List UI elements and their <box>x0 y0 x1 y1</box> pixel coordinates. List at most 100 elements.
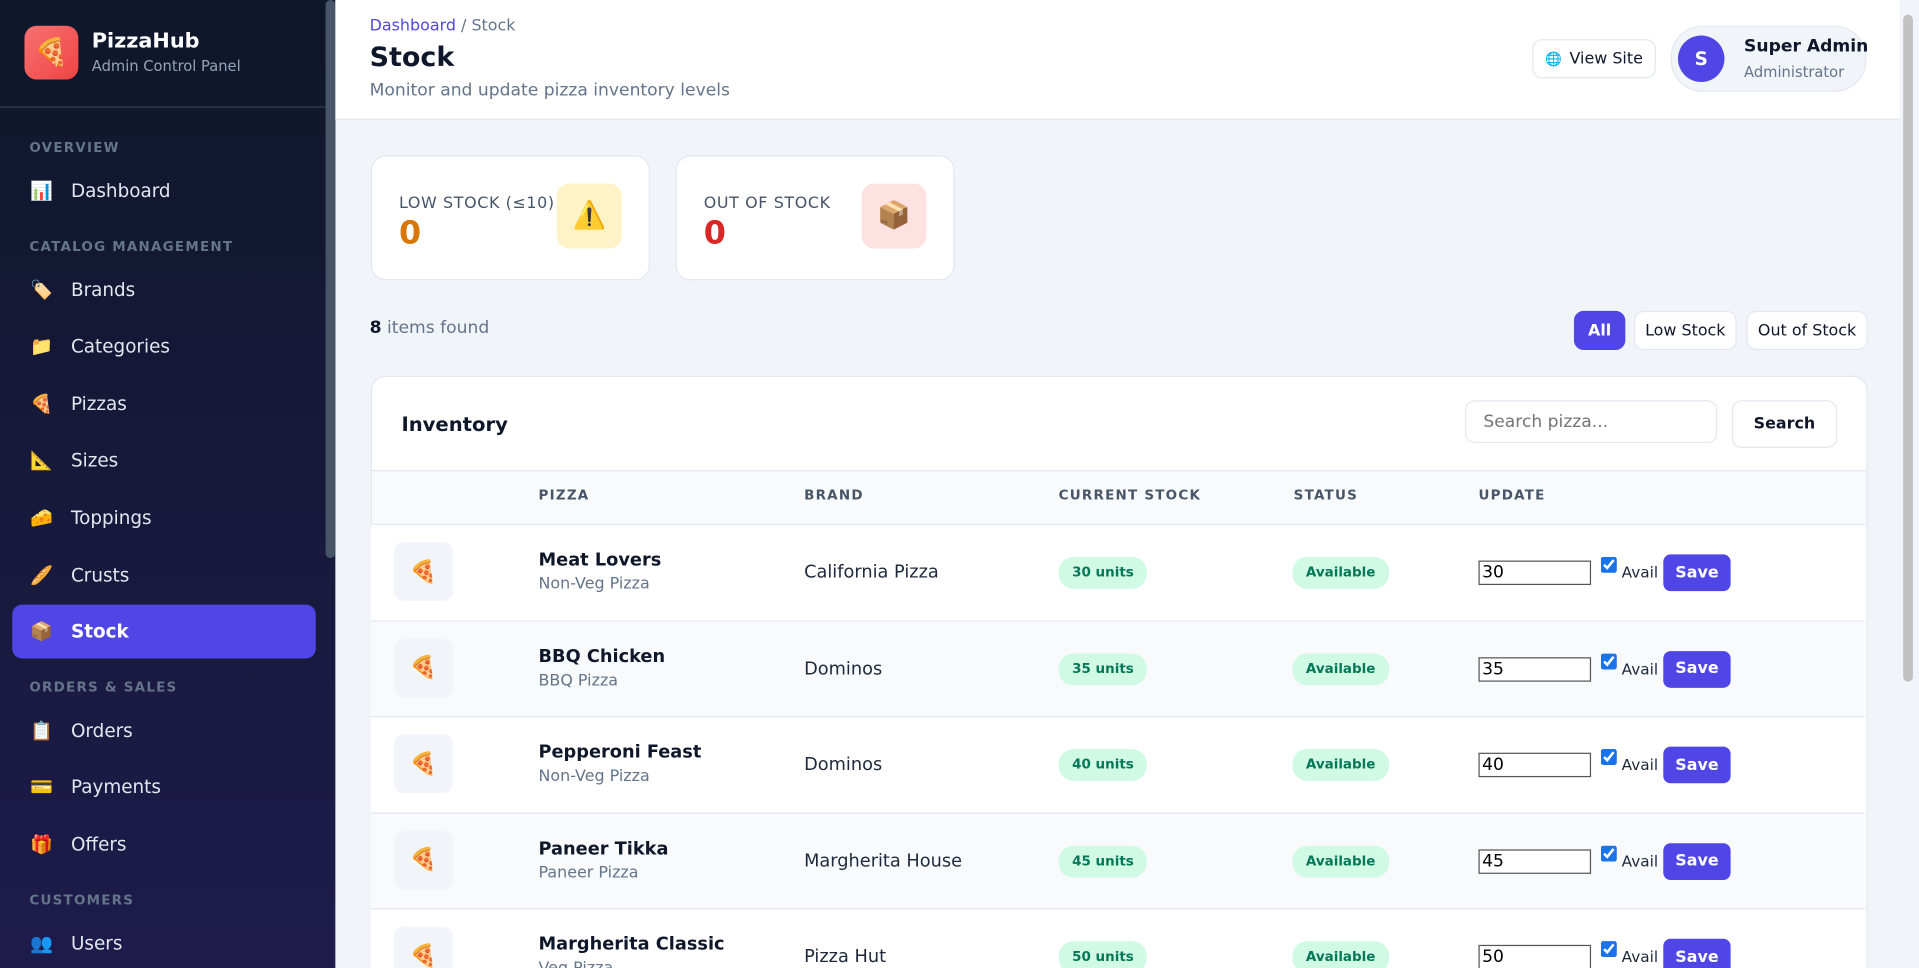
stat-card: LOW STOCK (≤10) 0 ⚠️ <box>370 155 650 281</box>
save-button[interactable]: Save <box>1663 554 1731 592</box>
nav-item[interactable]: 💳 Payments <box>12 761 316 815</box>
nav-icon: 📦 <box>30 620 54 643</box>
pizza-category: Veg Pizza <box>539 960 614 968</box>
nav-section-title: OVERVIEW <box>29 139 120 156</box>
nav-icon: 👥 <box>30 932 54 955</box>
logo: 🍕 <box>24 25 79 80</box>
results: 8 items found <box>370 318 490 338</box>
table-row: 🍕 BBQ Chicken BBQ Pizza Dominos 35 units Avai… <box>370 619 1866 717</box>
save-button[interactable]: Save <box>1663 650 1731 688</box>
results-count: 8 <box>369 318 382 338</box>
nav-icon: 💳 <box>30 776 54 799</box>
nav-icon: 📊 <box>30 179 54 202</box>
nav-icon: 📋 <box>30 719 54 742</box>
table-row: 🍕 Pepperoni Feast Non-Veg Pizza Dominos 40 u… <box>370 715 1866 813</box>
status-pill: Available <box>1292 556 1389 589</box>
filter-button[interactable]: All <box>1573 310 1626 351</box>
avail-checkbox[interactable] <box>1600 652 1617 669</box>
page-scrollbar <box>1903 14 1913 682</box>
nav-item[interactable]: 📋 Orders <box>12 703 316 757</box>
table-title: Inventory <box>401 412 508 436</box>
save-button[interactable]: Save <box>1663 938 1731 968</box>
column-header: BRAND <box>804 487 864 504</box>
nav-icon: 🥖 <box>30 563 54 586</box>
save-button[interactable]: Save <box>1663 746 1731 784</box>
pizza-name: BBQ Chicken <box>538 646 666 667</box>
nav-item[interactable]: 🏷️ Brands <box>12 263 316 317</box>
avail-checkbox[interactable] <box>1600 941 1617 958</box>
nav-item[interactable]: 📐 Sizes <box>12 434 316 488</box>
table-row: 🍕 Meat Lovers Non-Veg Pizza California Pizz… <box>370 523 1866 621</box>
brand: Margherita House <box>804 851 963 871</box>
stock-input[interactable] <box>1478 656 1592 682</box>
nav-section-title: CUSTOMERS <box>29 891 135 908</box>
brand: Pizza Hut <box>804 947 887 967</box>
pizza-name: Meat Lovers <box>538 550 662 571</box>
nav-label: Offers <box>70 833 127 856</box>
pizza-category: Paneer Pizza <box>538 863 639 882</box>
pizza-icon: 🍕 <box>394 638 453 698</box>
avail-checkbox[interactable] <box>1600 845 1617 862</box>
brand: Dominos <box>804 755 883 775</box>
save-button[interactable]: Save <box>1663 842 1731 880</box>
sidebar: 🍕 PizzaHub Admin Control Panel OVERVIEW 📊… <box>0 0 336 968</box>
stock-input[interactable] <box>1478 848 1592 874</box>
search-input[interactable] <box>1465 400 1718 444</box>
filter-button[interactable]: Low Stock <box>1633 310 1737 351</box>
nav-item[interactable]: 🎁 Offers <box>12 818 316 872</box>
nav-icon: 🎁 <box>30 833 54 856</box>
nav-item[interactable]: 📊 Dashboard <box>12 164 316 218</box>
nav-item[interactable]: 📁 Categories <box>12 320 316 374</box>
nav-label: Dashboard <box>70 179 171 202</box>
nav-label: Sizes <box>70 449 119 472</box>
view-site-button[interactable]: 🌐 View Site <box>1532 39 1656 79</box>
avail-label: Avail <box>1621 659 1659 678</box>
stat-label: LOW STOCK (≤10) <box>398 194 555 213</box>
search-button[interactable]: Search <box>1731 400 1838 448</box>
nav-item[interactable]: 👥 Users <box>12 916 316 968</box>
status-pill: Available <box>1292 652 1389 685</box>
nav-label: Categories <box>70 335 170 358</box>
nav-icon: 📁 <box>30 335 54 358</box>
stat-icon: 📦 <box>861 183 927 249</box>
breadcrumb-link[interactable]: Dashboard <box>369 17 456 36</box>
brand: California Pizza <box>804 562 939 583</box>
results-text: items found <box>387 318 490 338</box>
nav-icon: 🍕 <box>30 392 54 415</box>
status-pill: Available <box>1292 845 1389 877</box>
nav-item[interactable]: 🧀 Toppings <box>12 491 316 545</box>
stock-input[interactable] <box>1478 944 1592 968</box>
table-row: 🍕 Margherita Classic Veg Pizza Pizza Hut 50 … <box>370 908 1866 968</box>
nav-item[interactable]: 📦 Stock <box>12 604 316 659</box>
nav-label: Payments <box>70 776 161 799</box>
pizza-name: Paneer Tikka <box>538 838 669 859</box>
avail-label: Avail <box>1621 755 1659 774</box>
avail-checkbox[interactable] <box>1600 556 1617 573</box>
stock-pill: 50 units <box>1058 941 1148 968</box>
brand-name: PizzaHub <box>91 29 200 54</box>
stock-pill: 35 units <box>1058 652 1148 685</box>
nav-item[interactable]: 🍕 Pizzas <box>12 377 316 431</box>
page-title: Stock <box>369 42 455 74</box>
divider <box>0 106 336 108</box>
avail-label: Avail <box>1621 562 1659 582</box>
filter-button[interactable]: Out of Stock <box>1746 310 1868 351</box>
status-pill: Available <box>1292 941 1389 968</box>
column-header: PIZZA <box>538 487 590 504</box>
stock-input[interactable] <box>1478 752 1592 778</box>
nav-item[interactable]: 🥖 Crusts <box>12 548 316 602</box>
pizza-icon: 🍕 <box>394 542 453 601</box>
stock-input[interactable] <box>1478 560 1592 586</box>
brand-tagline: Admin Control Panel <box>91 57 241 75</box>
pizza-category: Non-Veg Pizza <box>538 575 650 594</box>
nav-icon: 🏷️ <box>30 278 54 301</box>
pizza-name: Margherita Classic <box>538 935 725 955</box>
avail-checkbox[interactable] <box>1600 749 1617 765</box>
breadcrumb-current: Stock <box>471 17 516 36</box>
nav-icon: 🧀 <box>30 506 54 529</box>
nav-label: Orders <box>70 719 133 742</box>
stock-pill: 30 units <box>1058 556 1148 589</box>
nav-label: Pizzas <box>70 392 127 415</box>
user-pill[interactable]: S Super Admin Administrator <box>1670 25 1868 92</box>
